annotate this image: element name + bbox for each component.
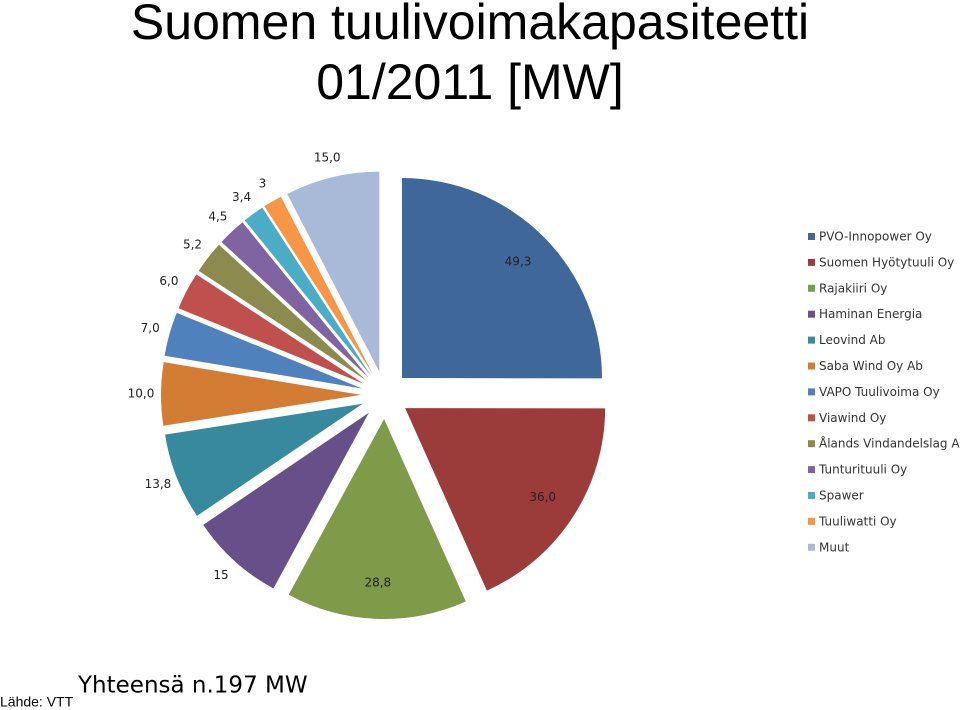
pie-slice (221, 222, 369, 378)
annotation: Yhteensä n.197 MW (77, 673, 308, 699)
pie-slice (164, 312, 362, 389)
pie-slice (161, 362, 362, 426)
data-label: 10,0 (128, 386, 155, 400)
pie-slice (264, 196, 373, 375)
pie-slice (288, 418, 466, 619)
data-label: 15,0 (314, 150, 341, 164)
pie-slice (203, 412, 369, 589)
legend-label: Rajakiiri Oy (819, 281, 887, 295)
legend-swatch (808, 362, 815, 370)
data-label: 28,8 (364, 575, 391, 589)
annotation: Lähde: VTT (0, 694, 74, 710)
legend-label: Suomen Hyötytuuli Oy (819, 255, 954, 269)
data-label: 3 (259, 177, 267, 191)
legend-swatch (808, 440, 815, 448)
legend-swatch (808, 466, 815, 474)
legend-swatch (808, 336, 815, 344)
pie-slice (244, 207, 371, 376)
pie-slice (198, 244, 367, 381)
legend-label: Tunturituuli Oy (818, 463, 907, 477)
pie-slice (405, 408, 606, 591)
legend-swatch (808, 517, 815, 525)
data-label: 4,5 (208, 210, 227, 224)
data-label: 5,2 (183, 238, 202, 252)
pie-slice (401, 178, 602, 379)
data-label: 15 (213, 568, 228, 582)
legend-label: Ålands Vindandelslag Ab (819, 436, 960, 451)
data-label: 7,0 (141, 321, 160, 335)
legend-label: Saba Wind Oy Ab (819, 359, 923, 373)
pie-slice (165, 403, 363, 516)
chart-title: Suomen tuulivoimakapasiteetti 01/2011 [M… (130, 0, 810, 110)
legend-swatch (808, 492, 815, 499)
legend-swatch (808, 310, 815, 318)
legend-label: Haminan Energia (819, 307, 922, 321)
legend-label: PVO-Innopower Oy (819, 230, 932, 244)
data-label: 49,3 (505, 255, 532, 269)
legend-swatch (808, 543, 815, 551)
data-label: 13,8 (145, 477, 172, 491)
pie-slice (178, 274, 364, 384)
legend-label: Muut (819, 540, 850, 554)
legend-swatch (808, 414, 815, 422)
legend-label: Tuuliwatti Oy (818, 514, 897, 528)
data-label: 3,4 (232, 190, 251, 204)
data-label: 6,0 (159, 274, 178, 288)
legend-swatch (808, 284, 815, 292)
pie-slice (287, 171, 380, 372)
legend-label: Spawer (819, 489, 864, 503)
legend-label: Viawind Oy (819, 411, 886, 425)
legend-swatch (808, 258, 815, 266)
legend-label: Leovind Ab (819, 333, 886, 347)
data-label: 36,0 (529, 490, 556, 504)
legend-swatch (808, 388, 815, 396)
legend-swatch (808, 233, 815, 240)
legend-label: VAPO Tuulivoima Oy (819, 385, 940, 399)
